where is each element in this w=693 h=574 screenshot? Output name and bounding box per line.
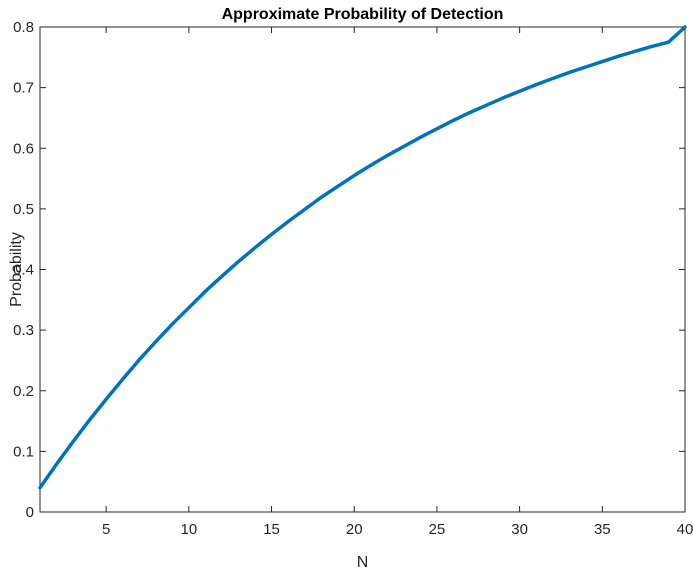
x-tick-label: 35 <box>594 521 611 538</box>
plot-area <box>39 26 686 513</box>
chart-title: Approximate Probability of Detection <box>222 6 504 23</box>
series-line <box>38 25 687 490</box>
x-tick-label: 15 <box>263 521 280 538</box>
x-axis-label: N <box>357 554 369 571</box>
x-tick-label: 10 <box>181 521 198 538</box>
y-tick-label: 0.8 <box>13 19 34 36</box>
y-tick-label: 0.2 <box>13 383 34 400</box>
y-tick-label: 0 <box>26 504 34 521</box>
y-tick-label: 0.5 <box>13 201 34 218</box>
x-axis: 5 10 15 20 25 30 35 40 <box>102 27 693 538</box>
y-tick-label: 0.4 <box>13 262 34 279</box>
x-tick-label: 25 <box>429 521 446 538</box>
x-tick-label: 20 <box>346 521 363 538</box>
y-axis: 0 0.1 0.2 0.3 0.4 0.5 0.6 0.7 0.8 <box>13 19 685 521</box>
y-tick-label: 0.3 <box>13 322 34 339</box>
y-tick-label: 0.6 <box>13 140 34 157</box>
y-tick-label: 0.7 <box>13 80 34 97</box>
x-tick-label: 5 <box>102 521 110 538</box>
y-axis-label: Probability <box>8 232 25 307</box>
series-layer <box>38 25 687 490</box>
x-tick-label: 30 <box>511 521 528 538</box>
y-tick-label: 0.1 <box>13 443 34 460</box>
x-tick-label: 40 <box>677 521 693 538</box>
